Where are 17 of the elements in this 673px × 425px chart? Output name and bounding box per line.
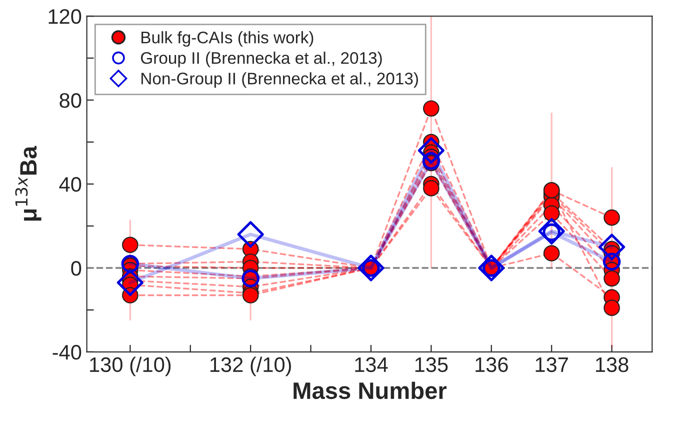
y-tick-label: 80	[60, 93, 82, 108]
y-tick-label: 40	[59, 177, 82, 192]
x-tick-label: 136	[476, 357, 508, 372]
x-tick-label: 130 (/10)	[90, 356, 171, 376]
y-tick-label: 0	[71, 260, 82, 276]
y-tick-label: 120	[48, 9, 82, 24]
y-tick-label: -40	[52, 344, 82, 360]
x-axis-title: Mass Number	[294, 382, 447, 400]
legend-label: Non-Group II (Brennecka et al., 2013)	[142, 72, 418, 88]
legend-label: Group II (Brennecka et al., 2013)	[140, 52, 382, 68]
legend-label: Bulk fg-CAIs (this work)	[142, 31, 314, 47]
x-tick-label: 132 (/10)	[210, 356, 291, 376]
x-tick-label: 137	[536, 357, 568, 372]
x-tick-label: 138	[596, 357, 628, 372]
y-axis-title: μ$^{13x}$Ba	[15, 146, 42, 221]
x-tick-label: 134	[355, 357, 388, 372]
x-tick-label: 135	[415, 357, 448, 372]
